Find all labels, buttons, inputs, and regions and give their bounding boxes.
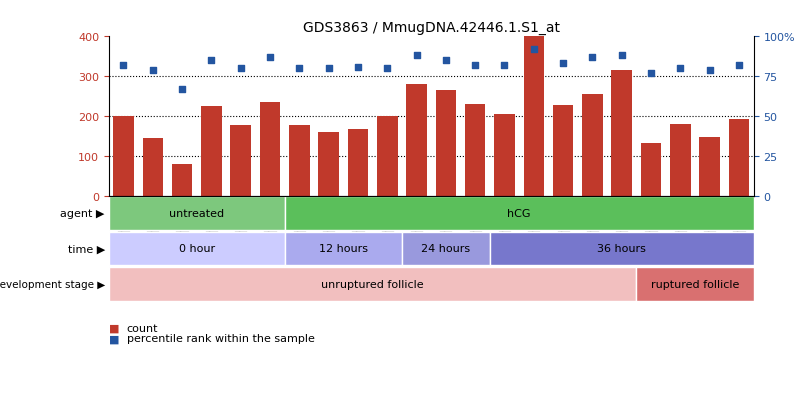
Bar: [285, 232, 402, 266]
Point: [498, 62, 511, 69]
Bar: [553, 106, 573, 196]
Bar: [318, 133, 339, 196]
Bar: [729, 120, 750, 196]
Bar: [109, 232, 285, 266]
Bar: [377, 116, 397, 196]
Bar: [582, 95, 603, 196]
Bar: [285, 197, 754, 230]
Point: [322, 66, 335, 72]
Bar: [231, 126, 251, 196]
Text: agent ▶: agent ▶: [60, 209, 105, 219]
Point: [410, 53, 423, 59]
Bar: [109, 267, 637, 301]
Point: [147, 67, 160, 74]
Point: [645, 71, 658, 77]
Point: [703, 67, 716, 74]
Bar: [612, 71, 632, 196]
Point: [674, 66, 687, 72]
Point: [235, 66, 247, 72]
Point: [615, 53, 628, 59]
Text: hCG: hCG: [508, 209, 531, 219]
Bar: [637, 267, 754, 301]
Text: 36 hours: 36 hours: [597, 244, 646, 254]
Bar: [260, 103, 280, 196]
Point: [586, 55, 599, 61]
Text: ruptured follicle: ruptured follicle: [650, 279, 739, 289]
Point: [264, 55, 276, 61]
Point: [176, 86, 189, 93]
Text: untreated: untreated: [169, 209, 224, 219]
Point: [439, 58, 452, 64]
Text: 12 hours: 12 hours: [319, 244, 368, 254]
Bar: [289, 126, 310, 196]
Bar: [494, 115, 515, 196]
Bar: [202, 107, 222, 196]
Point: [380, 66, 393, 72]
Text: ■: ■: [109, 323, 119, 333]
Point: [351, 64, 364, 71]
Text: time ▶: time ▶: [68, 244, 105, 254]
Bar: [465, 105, 485, 196]
Bar: [670, 125, 691, 196]
Point: [469, 62, 482, 69]
Text: ■: ■: [109, 334, 119, 344]
Point: [557, 61, 570, 67]
Title: GDS3863 / MmugDNA.42446.1.S1_at: GDS3863 / MmugDNA.42446.1.S1_at: [303, 21, 559, 35]
Bar: [490, 232, 754, 266]
Bar: [524, 37, 544, 196]
Bar: [435, 91, 456, 196]
Text: percentile rank within the sample: percentile rank within the sample: [127, 334, 314, 344]
Bar: [406, 85, 427, 196]
Bar: [347, 129, 368, 196]
Text: development stage ▶: development stage ▶: [0, 279, 105, 289]
Point: [293, 66, 305, 72]
Text: 0 hour: 0 hour: [179, 244, 215, 254]
Point: [205, 58, 218, 64]
Point: [117, 62, 130, 69]
Bar: [172, 164, 193, 196]
Point: [527, 47, 540, 53]
Bar: [402, 232, 490, 266]
Text: unruptured follicle: unruptured follicle: [322, 279, 424, 289]
Bar: [109, 197, 285, 230]
Bar: [700, 138, 720, 196]
Text: 24 hours: 24 hours: [422, 244, 471, 254]
Bar: [641, 144, 661, 196]
Text: count: count: [127, 323, 158, 333]
Bar: [143, 138, 163, 196]
Bar: [113, 116, 134, 196]
Point: [733, 62, 746, 69]
